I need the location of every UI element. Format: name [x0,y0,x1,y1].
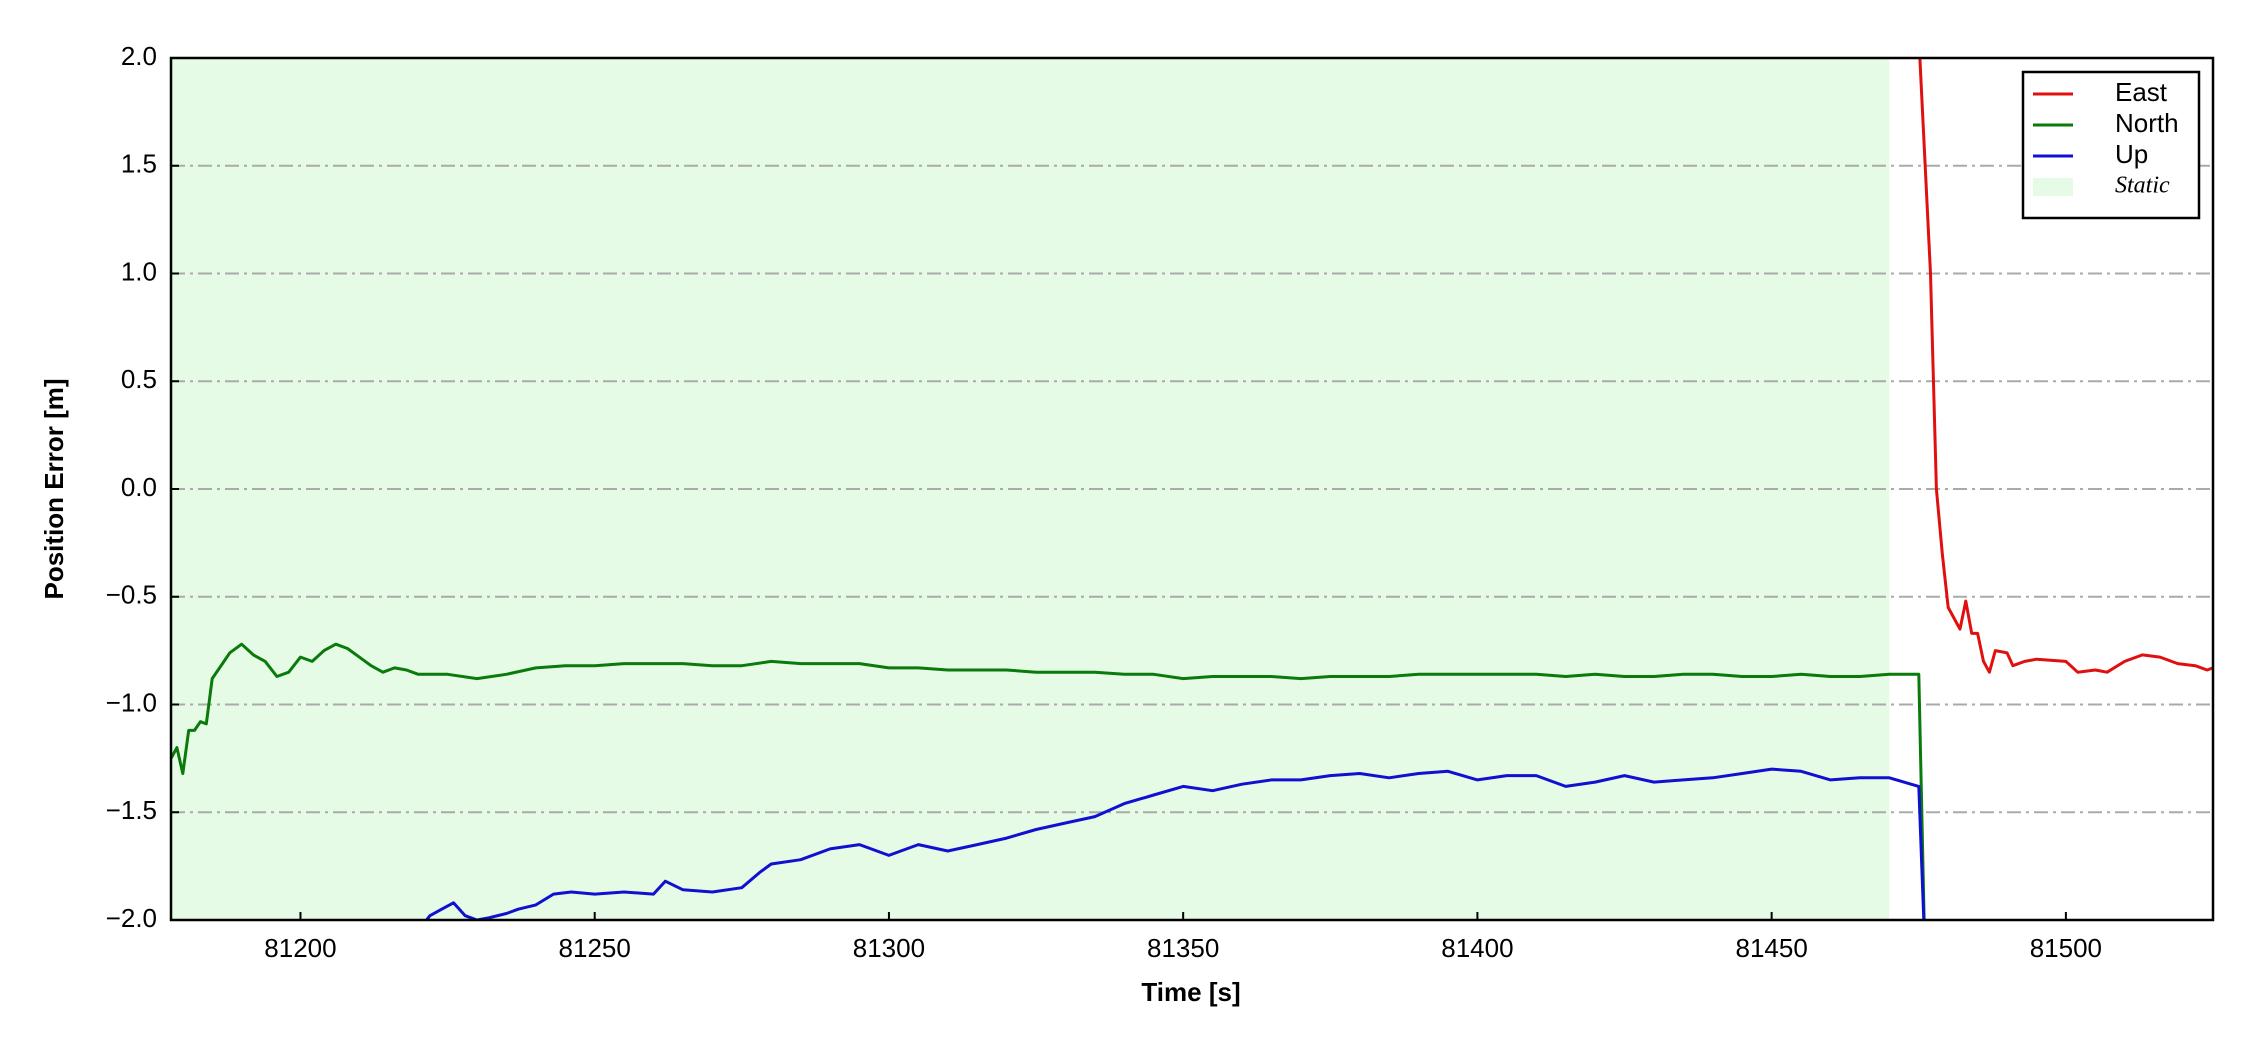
x-tick-label: 81400 [1441,933,1513,963]
x-tick-label: 81350 [1147,933,1219,963]
series-line [171,642,1926,920]
grid-layer [171,164,2213,814]
legend-label: Static [2115,173,2170,199]
series-line [1918,58,2213,674]
y-tick-label: 0.5 [121,364,157,394]
series-line [424,767,1926,920]
y-tick-label: −2.0 [106,903,157,933]
y-tick-label: 2.0 [121,41,157,71]
x-tick-label: 81200 [264,933,336,963]
y-tick-label: 1.5 [121,149,157,179]
legend-label: Up [2115,139,2148,169]
y-axis-label: Position Error [m] [39,378,69,599]
y-tick-label: 0.0 [121,472,157,502]
x-tick-label: 81300 [853,933,925,963]
lines-layer [171,58,2213,920]
axes-layer: 2.0 1.5 1.0 0.5 0.0 −0.5 −1.0 −1.5 −2.0 81200 8125… [106,41,2102,963]
x-axis-label: Time [s] [1141,977,1240,1007]
y-tick-label: 1.0 [121,256,157,286]
x-tick-label: 81450 [1735,933,1807,963]
y-tick-label: −1.5 [106,795,157,825]
x-tick-label: 81250 [559,933,631,963]
legend-swatch [2033,178,2073,196]
legend-label: North [2115,108,2179,138]
x-tick-label: 81500 [2030,933,2102,963]
legend-label: East [2115,77,2168,107]
y-tick-label: −1.0 [106,687,157,717]
y-tick-label: −0.5 [106,580,157,610]
